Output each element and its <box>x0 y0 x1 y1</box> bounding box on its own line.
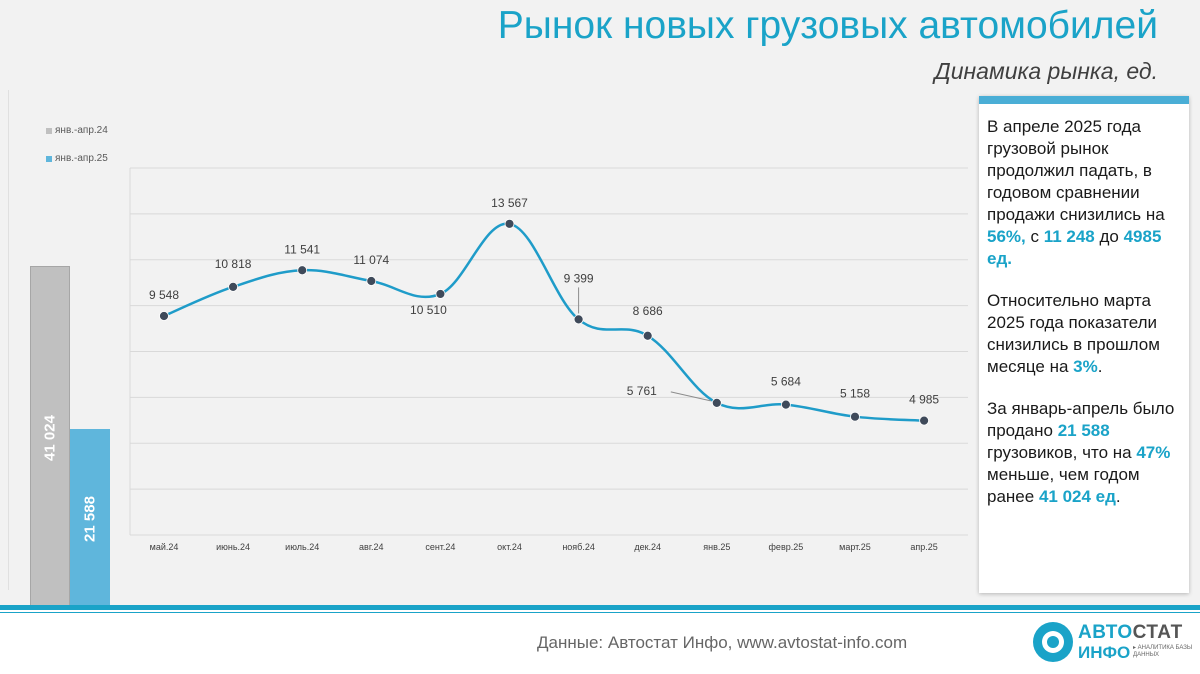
bar-ytd-2024: 41 024 <box>30 266 70 609</box>
data-point <box>850 411 860 422</box>
x-tick-label: март.25 <box>839 542 871 552</box>
info-p1-highlight-percent: 56%, <box>987 227 1026 246</box>
data-label: 9 399 <box>564 271 594 285</box>
data-label: 9 548 <box>149 288 179 302</box>
x-tick-label: май.24 <box>150 542 179 552</box>
data-label: 11 074 <box>353 253 389 267</box>
x-tick-label: янв.25 <box>703 542 730 552</box>
info-p1-highlight-to: 4985 ед. <box>987 227 1162 268</box>
info-p2-text: Относительно марта 2025 года показатели … <box>987 291 1160 376</box>
x-tick-label: февр.25 <box>769 542 804 552</box>
info-p3-highlight-prev: 41 024 ед <box>1038 487 1116 506</box>
legend-item-2024: янв.-апр.24 <box>46 125 108 136</box>
legend-label-2025: янв.-апр.25 <box>55 153 108 164</box>
x-tick-label: нояб.24 <box>562 542 595 552</box>
info-p3-text: За январь-апрель было продано <box>987 399 1175 440</box>
info-p1-text: В апреле 2025 года грузовой рынок продол… <box>987 117 1165 224</box>
data-point <box>642 330 653 341</box>
data-point <box>435 289 446 299</box>
info-p3-highlight-sold: 21 588 <box>1057 421 1110 440</box>
x-tick-label: апр.25 <box>910 542 937 552</box>
info-paragraph-1: В апреле 2025 года грузовой рынок продол… <box>987 116 1183 270</box>
legend-item-2025: янв.-апр.25 <box>46 153 108 164</box>
logo-word-info: ИНФО <box>1078 643 1131 662</box>
logo-word-stat: СТАТ <box>1132 622 1183 643</box>
company-logo: АВТОСТАТ ИНФО ▸ АНАЛИТИКА БАЗЫ ДАННЫХ <box>1033 619 1193 669</box>
data-label: 10 510 <box>410 303 447 317</box>
data-point <box>711 397 722 408</box>
data-label: 8 686 <box>633 304 663 318</box>
data-point <box>573 314 584 325</box>
x-tick-label: июнь.24 <box>216 542 250 552</box>
data-point <box>159 311 169 321</box>
x-tick-label: окт.24 <box>497 542 522 552</box>
label-leader-line <box>670 391 711 402</box>
source-text: Данные: Автостат Инфо, www.avtostat-info… <box>537 633 908 652</box>
data-label: 13 567 <box>491 196 528 210</box>
logo-wordmark: АВТОСТАТ <box>1078 622 1183 644</box>
info-p3-text4: . <box>1115 487 1121 506</box>
info-p1-text2: с <box>1025 227 1044 246</box>
footer-gap <box>0 610 1200 612</box>
data-label: 10 818 <box>215 257 252 271</box>
footer-thin-bar <box>0 612 1200 613</box>
info-p1-highlight-from: 11 248 <box>1043 227 1095 246</box>
info-box-topbar <box>979 96 1189 104</box>
x-tick-label: авг.24 <box>359 542 383 552</box>
logo-word-avto: АВТО <box>1078 622 1133 643</box>
footer-accent-bar <box>0 605 1200 610</box>
data-point <box>781 399 791 410</box>
data-point <box>366 276 377 286</box>
series-line <box>163 222 925 422</box>
logo-tagline: ▸ АНАЛИТИКА БАЗЫ ДАННЫХ <box>1133 645 1193 658</box>
page-subtitle: Динамика рынка, ед. <box>934 58 1158 84</box>
data-label: 11 541 <box>284 242 320 256</box>
info-p3-highlight-percent: 47% <box>1136 443 1171 462</box>
page-title: Рынок новых грузовых автомобилей <box>497 4 1158 47</box>
logo-icon-dot <box>1047 636 1059 648</box>
data-point <box>228 281 239 292</box>
frame-line <box>8 90 9 590</box>
info-p2-highlight: 3% <box>1073 357 1098 376</box>
data-label: 5 761 <box>627 384 657 398</box>
bar-ytd-2025: 21 588 <box>70 428 110 609</box>
info-box: В апреле 2025 года грузовой рынок продол… <box>979 96 1189 593</box>
info-p1-text3: до <box>1094 227 1124 246</box>
logo-icon <box>1033 622 1073 662</box>
data-point <box>919 415 929 426</box>
data-label: 4 985 <box>909 393 939 407</box>
legend-label-2024: янв.-апр.24 <box>55 125 108 136</box>
legend-swatch-2024 <box>46 127 52 134</box>
x-tick-label: сент.24 <box>425 542 455 552</box>
data-point <box>504 218 515 229</box>
info-paragraph-2: Относительно марта 2025 года показатели … <box>987 290 1183 378</box>
info-paragraph-3: За январь-апрель было продано 21 588 гру… <box>987 398 1183 508</box>
line-chart: 9 548 10 818 11 541 11 074 10 510 13 567 9 399… <box>129 167 968 552</box>
data-label: 5 684 <box>771 375 801 389</box>
info-p3-text3: меньше, чем годом ранее <box>987 465 1140 506</box>
data-label: 5 158 <box>840 387 870 401</box>
data-point <box>297 265 308 276</box>
info-p3-text2: грузовиков, что на <box>987 443 1137 462</box>
x-tick-label: дек.24 <box>634 542 661 552</box>
legend-swatch-2025 <box>46 155 52 162</box>
info-text: В апреле 2025 года грузовой рынок продол… <box>987 116 1183 528</box>
info-p2-text2: . <box>1097 357 1103 376</box>
x-tick-label: июль.24 <box>285 542 319 552</box>
